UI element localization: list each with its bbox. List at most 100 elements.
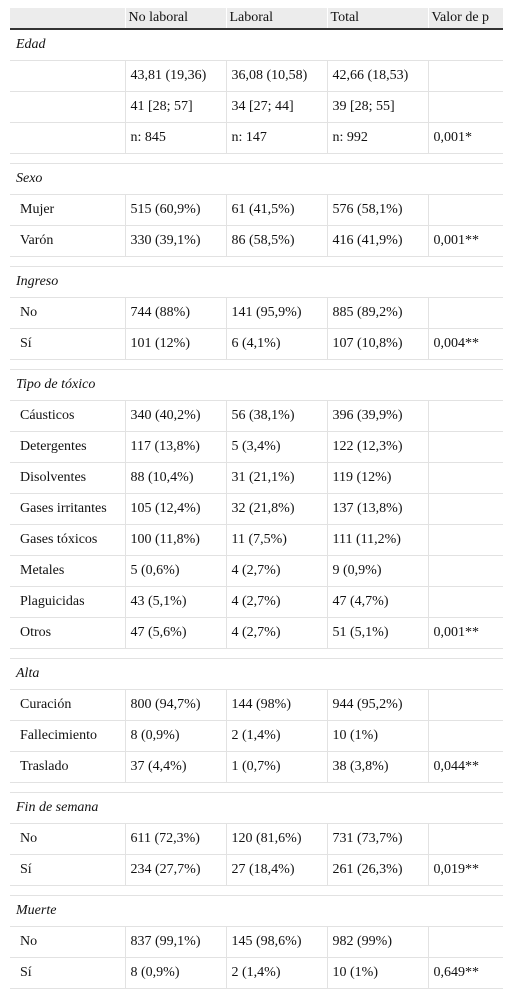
spacer <box>10 256 503 267</box>
cell <box>428 823 503 855</box>
row-label: No <box>10 926 126 958</box>
cell: 731 (73,7%) <box>327 823 429 855</box>
row-label: Plaguicidas <box>10 586 126 618</box>
cell: 34 [27; 44] <box>226 91 328 123</box>
section-row: Alta <box>10 658 503 690</box>
row-label: No <box>10 823 126 855</box>
spacer-row <box>10 885 503 896</box>
data-row: Mujer 515 (60,9%) 61 (41,5%) 576 (58,1%) <box>10 194 503 226</box>
cell: 744 (88%) <box>125 297 227 329</box>
spacer-row <box>10 359 503 370</box>
section-row: Edad <box>10 29 503 61</box>
cell: 4 (2,7%) <box>226 555 328 587</box>
section-title: Muerte <box>10 895 503 927</box>
row-label <box>10 122 126 154</box>
row-label: No <box>10 297 126 329</box>
cell: 5 (0,6%) <box>125 555 227 587</box>
header-cell: No laboral <box>125 8 227 30</box>
cell: 39 [28; 55] <box>327 91 429 123</box>
row-label: Sí <box>10 854 126 886</box>
data-row: Curación 800 (94,7%) 144 (98%) 944 (95,2%) <box>10 689 503 721</box>
cell <box>428 586 503 618</box>
cell: 0,004** <box>428 328 503 360</box>
data-row: Sí 234 (27,7%) 27 (18,4%) 261 (26,3%) 0,019*… <box>10 854 503 886</box>
cell: 576 (58,1%) <box>327 194 429 226</box>
cell: 0,649** <box>428 957 503 989</box>
data-row: Disolventes 88 (10,4%) 31 (21,1%) 119 (12%) <box>10 462 503 494</box>
row-label: Traslado <box>10 751 126 783</box>
row-label: Metales <box>10 555 126 587</box>
data-row: No 744 (88%) 141 (95,9%) 885 (89,2%) <box>10 297 503 329</box>
spacer <box>10 153 503 164</box>
spacer <box>10 782 503 793</box>
cell: 111 (11,2%) <box>327 524 429 556</box>
row-label: Varón <box>10 225 126 257</box>
data-row: Fallecimiento 8 (0,9%) 2 (1,4%) 10 (1%) <box>10 720 503 752</box>
spacer-row <box>10 648 503 659</box>
data-row: n: 845 n: 147 n: 992 0,001* <box>10 122 503 154</box>
cell: 885 (89,2%) <box>327 297 429 329</box>
cell: n: 992 <box>327 122 429 154</box>
cell <box>428 524 503 556</box>
cell: n: 147 <box>226 122 328 154</box>
cell <box>428 400 503 432</box>
cell: 4 (2,7%) <box>226 617 328 649</box>
cell: 330 (39,1%) <box>125 225 227 257</box>
header-cell <box>10 8 126 30</box>
section-row: Sexo <box>10 163 503 195</box>
cell <box>428 462 503 494</box>
cell: 340 (40,2%) <box>125 400 227 432</box>
cell: 105 (12,4%) <box>125 493 227 525</box>
data-row: Cáusticos 340 (40,2%) 56 (38,1%) 396 (39,9%… <box>10 400 503 432</box>
data-row: No 837 (99,1%) 145 (98,6%) 982 (99%) <box>10 926 503 958</box>
cell: 2 (1,4%) <box>226 957 328 989</box>
cell: 0,001** <box>428 617 503 649</box>
data-row: Metales 5 (0,6%) 4 (2,7%) 9 (0,9%) <box>10 555 503 587</box>
row-label: Detergentes <box>10 431 126 463</box>
cell: 261 (26,3%) <box>327 854 429 886</box>
spacer <box>10 359 503 370</box>
cell: 86 (58,5%) <box>226 225 328 257</box>
cell: 4 (2,7%) <box>226 586 328 618</box>
header-cell: Laboral <box>226 8 328 30</box>
cell: 145 (98,6%) <box>226 926 328 958</box>
cell: 42,66 (18,53) <box>327 60 429 92</box>
cell: 41 [28; 57] <box>125 91 227 123</box>
cell: 0,044** <box>428 751 503 783</box>
data-row: Gases tóxicos 100 (11,8%) 11 (7,5%) 111 (11… <box>10 524 503 556</box>
row-label <box>10 60 126 92</box>
data-row: Detergentes 117 (13,8%) 5 (3,4%) 122 (12,3%… <box>10 431 503 463</box>
cell: 120 (81,6%) <box>226 823 328 855</box>
cell <box>428 60 503 92</box>
spacer-row <box>10 153 503 164</box>
row-label: Otros <box>10 617 126 649</box>
cell: 122 (12,3%) <box>327 431 429 463</box>
data-row: Gases irritantes 105 (12,4%) 32 (21,8%) 137… <box>10 493 503 525</box>
section-row: Tipo de tóxico <box>10 369 503 401</box>
section-title: Alta <box>10 658 503 690</box>
cell: 117 (13,8%) <box>125 431 227 463</box>
cell: 0,019** <box>428 854 503 886</box>
section-row: Fin de semana <box>10 792 503 824</box>
cell: 56 (38,1%) <box>226 400 328 432</box>
cell: 8 (0,9%) <box>125 720 227 752</box>
cell: 31 (21,1%) <box>226 462 328 494</box>
cell: 944 (95,2%) <box>327 689 429 721</box>
row-label: Mujer <box>10 194 126 226</box>
cell: 100 (11,8%) <box>125 524 227 556</box>
section-title: Tipo de tóxico <box>10 369 503 401</box>
spacer <box>10 648 503 659</box>
cell: 27 (18,4%) <box>226 854 328 886</box>
data-table: No laboral Laboral Total Valor de p Edad 43,… <box>10 8 503 989</box>
cell: 36,08 (10,58) <box>226 60 328 92</box>
cell: 32 (21,8%) <box>226 493 328 525</box>
header-cell: Total <box>327 8 429 30</box>
cell: 101 (12%) <box>125 328 227 360</box>
data-row: Plaguicidas 43 (5,1%) 4 (2,7%) 47 (4,7%) <box>10 586 503 618</box>
cell: 2 (1,4%) <box>226 720 328 752</box>
cell: 141 (95,9%) <box>226 297 328 329</box>
row-label: Cáusticos <box>10 400 126 432</box>
section-title: Fin de semana <box>10 792 503 824</box>
cell <box>428 194 503 226</box>
cell <box>428 431 503 463</box>
